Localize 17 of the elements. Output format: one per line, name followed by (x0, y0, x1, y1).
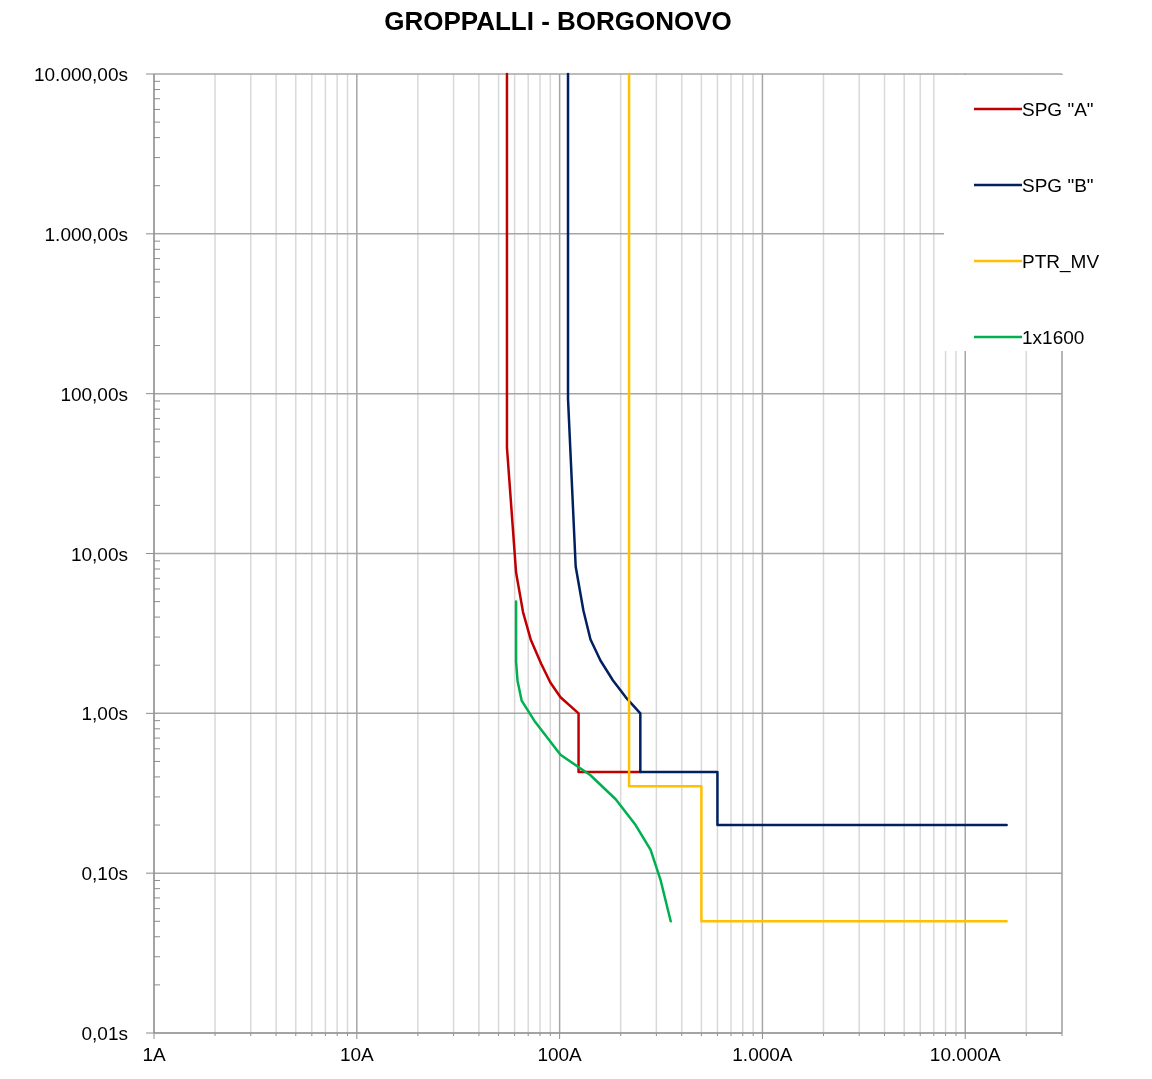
y-tick-label: 0,10s (81, 863, 128, 885)
legend-label: 1x1600 (1022, 327, 1085, 348)
x-tick-label: 100A (537, 1044, 583, 1065)
legend-label: SPG "A" (1022, 99, 1094, 120)
legend-label: PTR_MV (1022, 251, 1100, 273)
x-tick-label: 1A (142, 1044, 166, 1065)
y-tick-label: 100,00s (60, 383, 128, 405)
y-tick-label: 10,00s (70, 543, 128, 565)
x-tick-label: 10A (339, 1044, 375, 1065)
chart-title: GROPPALLI - BORGONOVO (384, 6, 732, 36)
x-tick-label: 1.000A (732, 1044, 793, 1065)
y-tick-label: 10.000,00s (33, 64, 128, 85)
legend-label: SPG "B" (1022, 175, 1094, 196)
y-tick-label: 1.000,00s (44, 223, 128, 245)
x-tick-label: 10.000A (929, 1044, 1001, 1065)
y-tick-label: 1,00s (81, 703, 128, 725)
y-tick-label: 0,01s (81, 1023, 128, 1044)
